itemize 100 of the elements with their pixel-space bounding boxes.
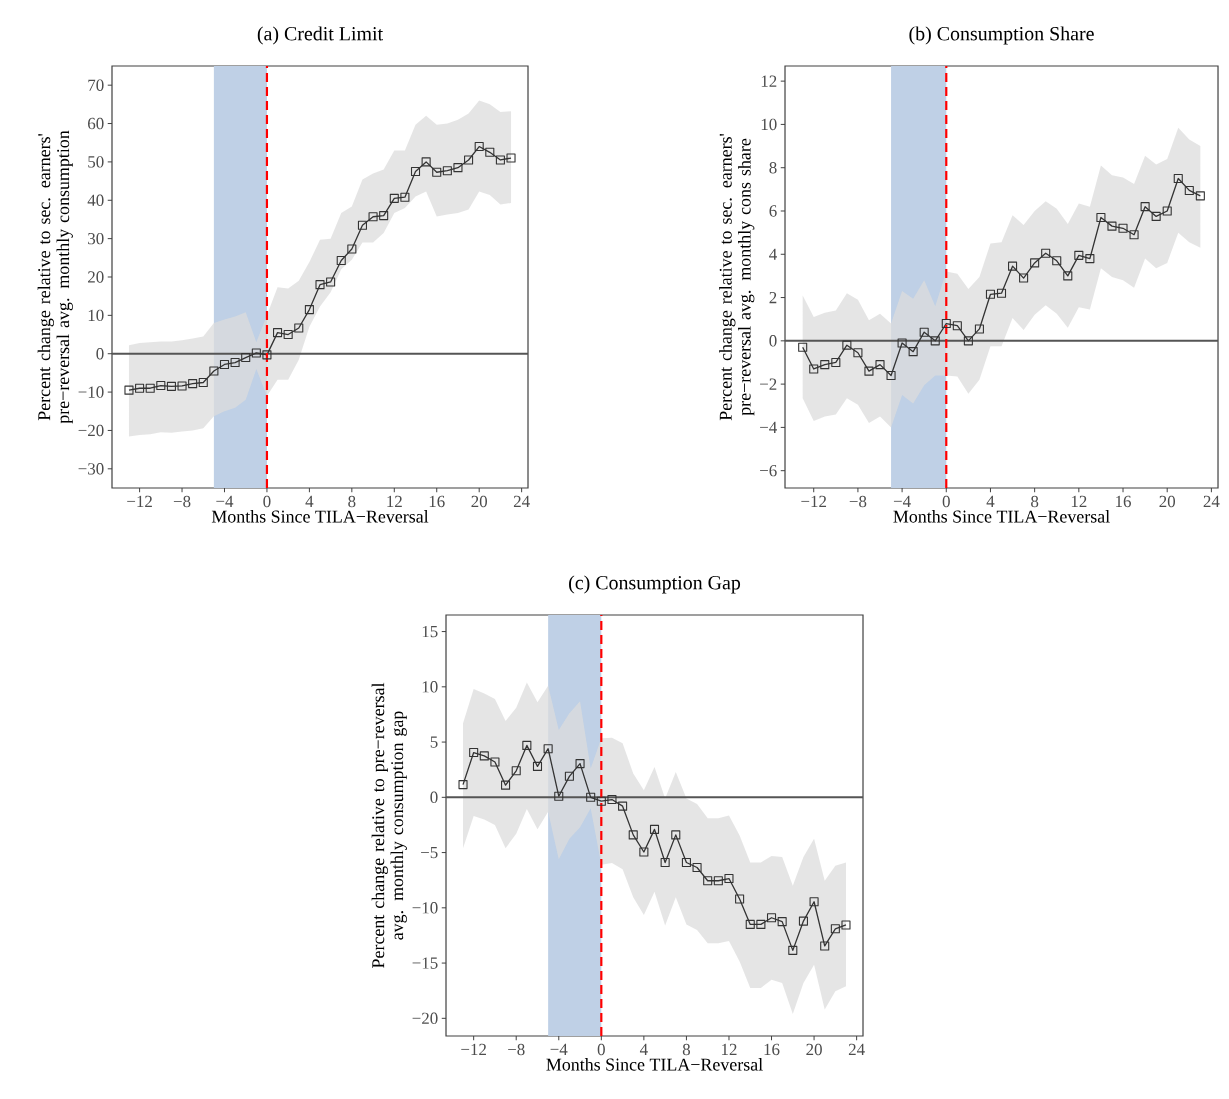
y-tick-label: 30 [88,232,104,245]
point [897,338,907,348]
point [724,873,734,884]
point [596,796,606,806]
point [798,342,808,352]
point [400,192,410,202]
y-axis-title: Percent change relative to pre−reversal avg. monthly consumption gap [371,682,407,968]
y-tick-label: 12 [761,75,777,87]
x-tick-label: −8 [173,495,191,508]
point [575,759,585,769]
x-axis-title: Months Since TILA−Reversal [893,510,1110,523]
x-tick-label: 12 [387,495,402,507]
point [326,277,336,287]
point [649,824,660,834]
point [841,920,851,930]
point [442,166,452,176]
point [294,323,304,333]
point [930,336,940,346]
point [820,941,830,951]
point [230,357,240,368]
point [554,791,564,801]
point [853,348,863,358]
point [421,157,431,167]
point [1008,261,1018,271]
point [474,142,484,152]
point [262,350,272,360]
x-tick-label: 8 [348,495,356,508]
point [219,359,230,370]
point [820,360,830,370]
y-tick-label: 4 [769,248,777,260]
point [607,794,617,805]
x-tick-label: 20 [471,495,488,508]
point [985,289,996,299]
point [777,917,787,927]
x-tick-label: 16 [1116,495,1131,508]
point [389,193,399,203]
point [1074,250,1084,260]
point [198,377,208,388]
y-tick-label: 0 [430,791,438,804]
point [974,324,984,334]
x-tick-label: 12 [1071,495,1087,507]
y-tick-label: −5 [421,846,438,859]
point [963,336,973,346]
point [766,913,777,923]
point [564,771,574,781]
point [357,220,367,230]
y-tick-label: 10 [422,681,438,693]
point [273,328,283,338]
y-tick-label: 50 [88,156,104,168]
point [941,318,951,329]
point [842,340,852,350]
point [1195,191,1205,201]
point [713,876,723,886]
x-axis-title: Months Since TILA−Reversal [546,1058,763,1071]
x-tick-label: −12 [461,1043,486,1055]
point [586,792,596,802]
point [864,366,874,376]
point [188,379,198,389]
x-tick-label: 4 [986,495,995,507]
point [177,381,187,391]
x-tick-label: 4 [305,495,314,507]
point [532,761,543,771]
x-tick-label: −4 [216,495,234,507]
x-tick-label: 20 [1159,495,1176,508]
point [745,919,755,929]
x-tick-label: 0 [942,495,950,508]
point [209,366,219,376]
y-tick-label: 10 [761,118,777,131]
point [908,347,918,357]
x-tick-label: 12 [721,1043,737,1055]
point [756,919,766,929]
point [809,364,819,374]
point [788,945,798,955]
point [241,353,251,363]
y-axis-title: Percent change relative to sec. earners' pre−reversal avg. monthly consumption [37,130,73,424]
y-tick-label: −20 [412,1012,438,1025]
point [464,155,474,165]
point [1162,206,1172,216]
point [251,348,261,358]
y-tick-label: 6 [769,205,777,217]
point [1019,273,1029,283]
point [671,830,681,840]
point [1107,221,1117,231]
x-tick-label: −4 [550,1043,568,1055]
point [543,744,553,754]
point [639,847,649,857]
point [1151,211,1161,221]
y-axis-title: Percent change relative to sec. earners' pre−reversal avg. monthly cons share [719,133,755,421]
x-tick-label: 24 [513,495,530,507]
x-tick-label: 8 [1031,495,1039,508]
y-tick-label: 70 [88,79,104,91]
point [511,766,521,776]
y-tick-label: 0 [96,348,104,360]
point [506,153,516,163]
x-tick-label: 24 [1203,495,1220,507]
point [490,757,500,767]
y-tick-label: −30 [78,463,104,475]
x-tick-label: 0 [597,1043,605,1056]
y-tick-label: 40 [87,194,104,206]
y-tick-label: −4 [760,421,777,433]
